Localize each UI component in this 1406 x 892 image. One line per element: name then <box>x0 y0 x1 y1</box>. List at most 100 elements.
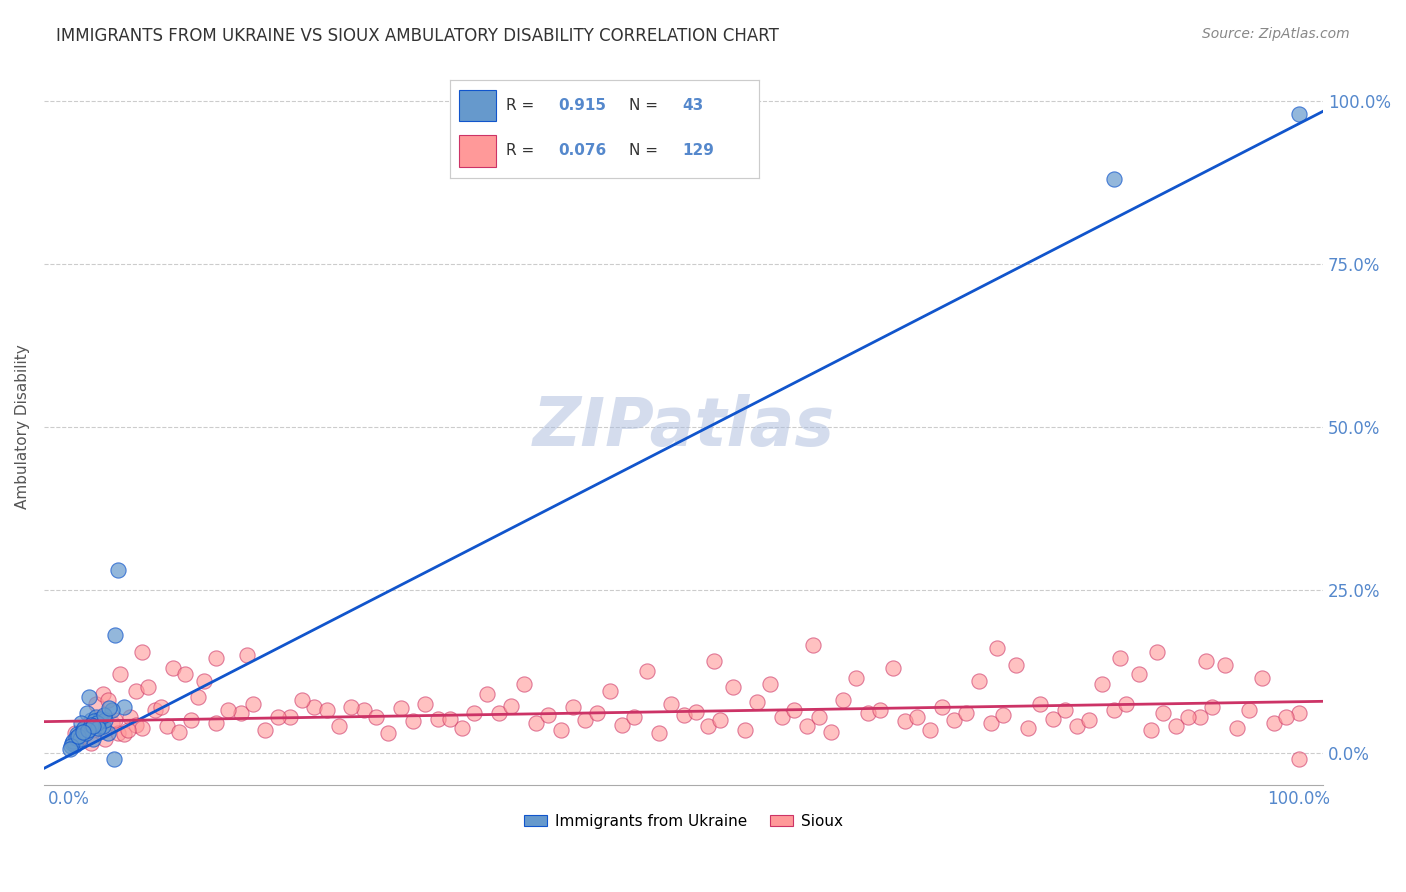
Text: IMMIGRANTS FROM UKRAINE VS SIOUX AMBULATORY DISABILITY CORRELATION CHART: IMMIGRANTS FROM UKRAINE VS SIOUX AMBULAT… <box>56 27 779 45</box>
Point <box>648 726 671 740</box>
Text: N =: N = <box>630 144 664 159</box>
Point <box>91 687 114 701</box>
Point <box>599 683 621 698</box>
Point <box>894 714 917 729</box>
Point <box>488 706 510 721</box>
Point <box>266 709 288 723</box>
Point <box>100 716 122 731</box>
Point <box>89 719 111 733</box>
Point <box>721 681 744 695</box>
Point <box>1102 172 1125 186</box>
Point <box>1195 654 1218 668</box>
Point <box>1288 107 1310 121</box>
Point <box>610 718 633 732</box>
Text: 43: 43 <box>682 98 703 113</box>
Point <box>807 709 830 723</box>
Point <box>205 651 228 665</box>
Point <box>77 723 100 737</box>
Point <box>389 701 412 715</box>
Point <box>98 701 121 715</box>
Point <box>72 723 94 737</box>
Point <box>108 667 131 681</box>
Point <box>69 729 91 743</box>
Point <box>869 703 891 717</box>
Point <box>89 712 111 726</box>
Point <box>82 723 104 737</box>
Point <box>107 726 129 740</box>
Point <box>1146 644 1168 658</box>
Point <box>1275 709 1298 723</box>
Point <box>94 713 117 727</box>
Point <box>986 641 1008 656</box>
Text: 0.076: 0.076 <box>558 144 606 159</box>
Point <box>931 700 953 714</box>
Point <box>125 718 148 732</box>
Point <box>1226 721 1249 735</box>
Point <box>103 752 125 766</box>
Point <box>832 693 855 707</box>
Point <box>1053 703 1076 717</box>
Point <box>1091 677 1114 691</box>
Point <box>73 721 96 735</box>
Point <box>451 721 474 735</box>
Point <box>1152 706 1174 721</box>
Point <box>685 705 707 719</box>
Text: N =: N = <box>630 98 664 113</box>
Point <box>1288 752 1310 766</box>
Point <box>104 713 127 727</box>
Point <box>97 693 120 707</box>
Point <box>463 706 485 721</box>
Text: 129: 129 <box>682 144 714 159</box>
Point <box>67 729 90 743</box>
Point <box>84 697 107 711</box>
Point <box>967 673 990 688</box>
Point <box>149 700 172 714</box>
Point <box>574 713 596 727</box>
Point <box>80 718 103 732</box>
Point <box>1177 709 1199 723</box>
Point <box>131 644 153 658</box>
Point <box>79 713 101 727</box>
Point <box>377 726 399 740</box>
Point <box>856 706 879 721</box>
Point <box>304 700 326 714</box>
Point <box>659 697 682 711</box>
Point <box>796 719 818 733</box>
Point <box>86 716 108 731</box>
Point <box>180 713 202 727</box>
Point <box>70 724 93 739</box>
Point <box>83 714 105 729</box>
Point <box>77 723 100 737</box>
Point <box>76 719 98 733</box>
Point <box>703 654 725 668</box>
Point <box>66 727 89 741</box>
Point <box>72 729 94 743</box>
Point <box>187 690 209 705</box>
Point <box>217 703 239 717</box>
Point <box>125 683 148 698</box>
Point <box>1066 719 1088 733</box>
Point <box>1250 671 1272 685</box>
Point <box>69 716 91 731</box>
FancyBboxPatch shape <box>460 90 496 121</box>
Point <box>174 667 197 681</box>
Point <box>943 713 966 727</box>
Point <box>1189 709 1212 723</box>
Point <box>524 716 547 731</box>
Point <box>586 706 609 721</box>
Point <box>783 703 806 717</box>
Point <box>1004 657 1026 672</box>
Point <box>94 732 117 747</box>
Point <box>278 709 301 723</box>
Point <box>353 703 375 717</box>
Point <box>364 709 387 723</box>
Text: R =: R = <box>506 144 538 159</box>
Point <box>1239 703 1261 717</box>
Point <box>156 719 179 733</box>
Point <box>1042 712 1064 726</box>
Point <box>112 700 135 714</box>
Point <box>82 719 104 733</box>
Point <box>770 709 793 723</box>
Legend: Immigrants from Ukraine, Sioux: Immigrants from Ukraine, Sioux <box>519 807 849 835</box>
Point <box>91 719 114 733</box>
